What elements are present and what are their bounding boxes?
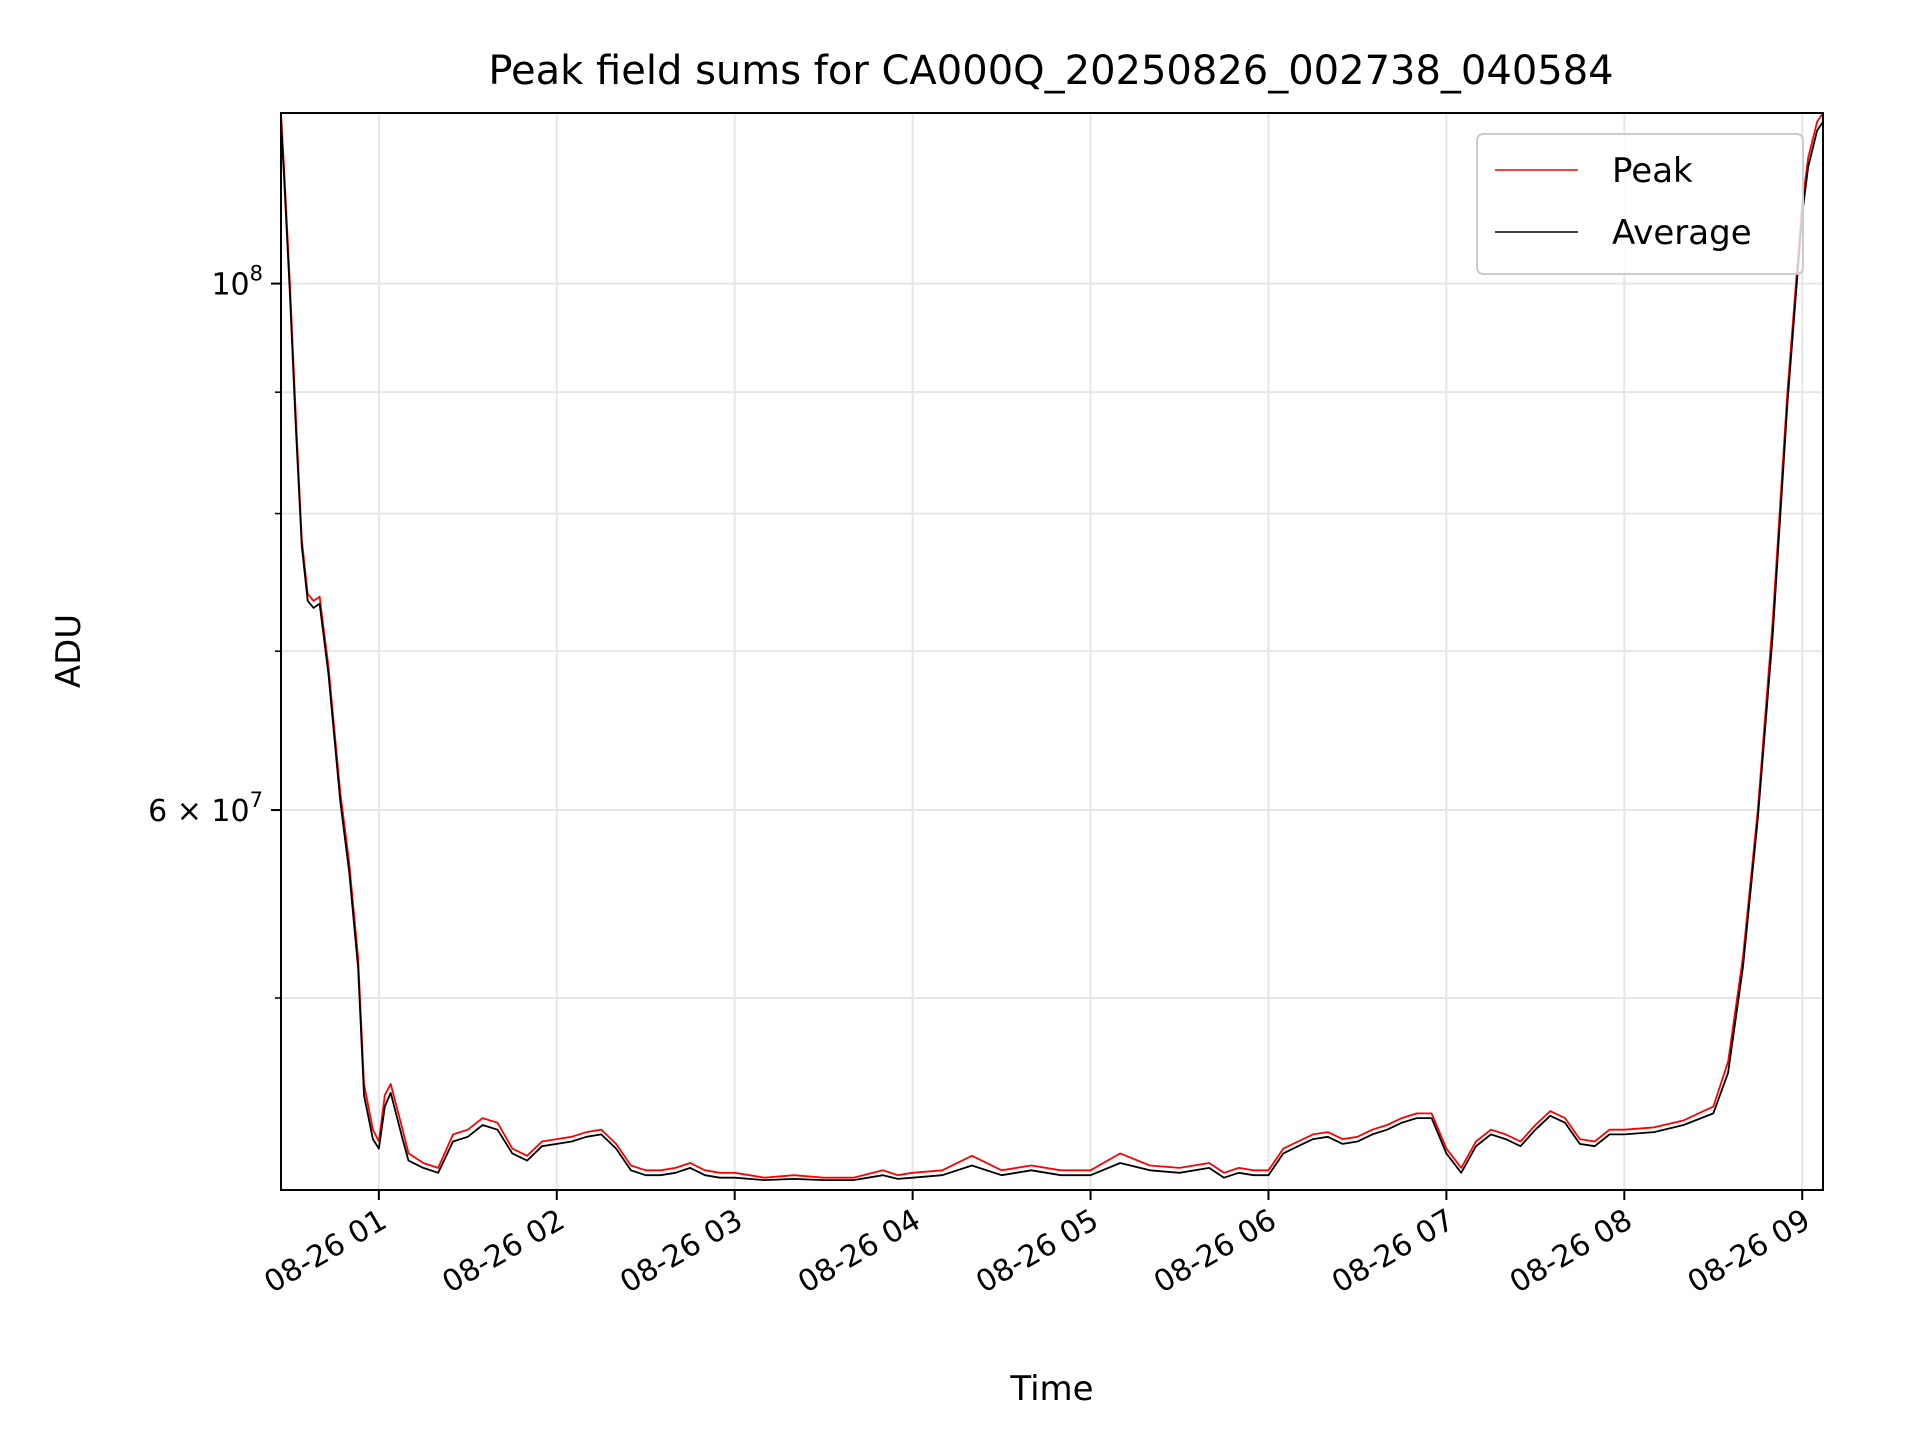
legend-label-average: Average <box>1612 213 1752 253</box>
y-axis-label: ADU <box>49 614 89 688</box>
series-line-average <box>280 121 1824 1181</box>
series-line-peak <box>280 112 1824 1179</box>
y-tick-label: 6 × 107 <box>148 788 263 829</box>
legend-label-peak: Peak <box>1612 151 1693 191</box>
grid-lines <box>281 113 1823 1190</box>
legend-box <box>1476 133 1804 275</box>
series-lines <box>280 112 1824 1181</box>
x-axis-label: Time <box>1009 1369 1093 1409</box>
chart-title: Peak field sums for CA000Q_20250826_0027… <box>488 48 1613 94</box>
y-tick-label: 108 <box>211 262 263 303</box>
y-axis: 108 6 × 107 <box>148 262 281 999</box>
legend: Peak Average <box>1476 133 1804 275</box>
